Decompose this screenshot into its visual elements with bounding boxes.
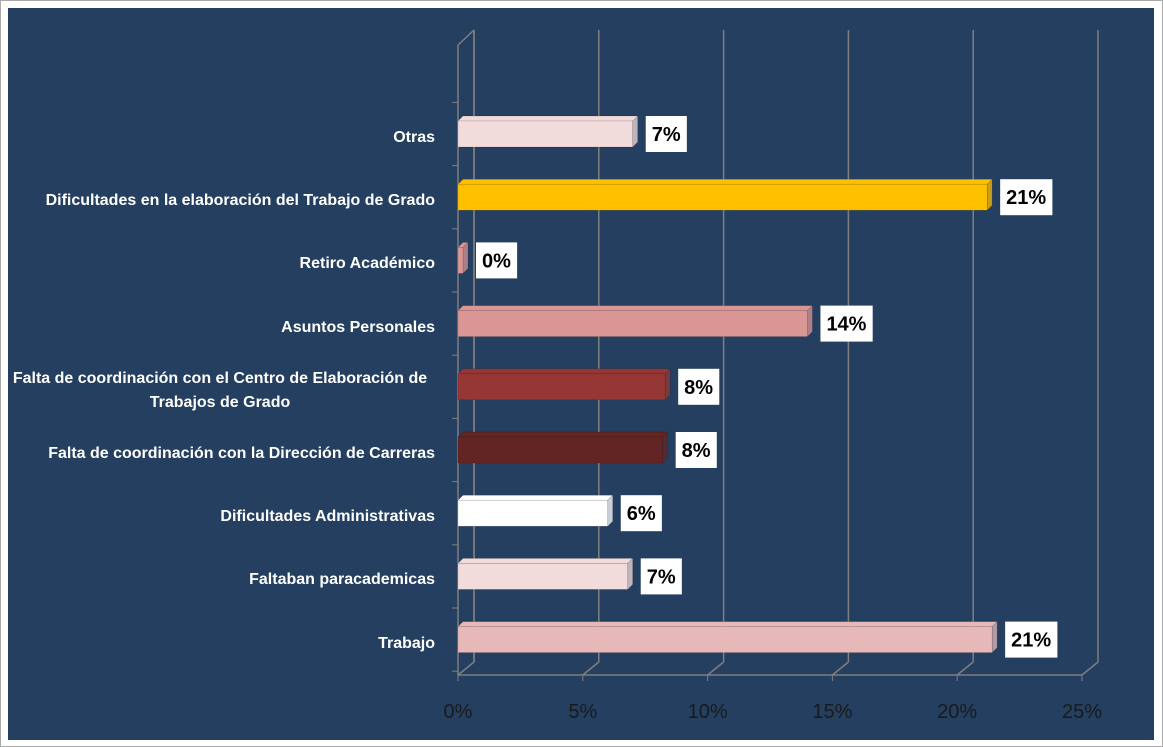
y-tick-label: Otras bbox=[5, 126, 435, 150]
grid-depth bbox=[457, 661, 475, 676]
grid-depth bbox=[956, 661, 974, 676]
y-tick-label-text: Otras bbox=[393, 129, 435, 146]
bar bbox=[457, 310, 808, 337]
data-label-box bbox=[820, 305, 873, 342]
y-tick-label-text: Faltaban paracademicas bbox=[249, 571, 435, 589]
data-label-box bbox=[1000, 179, 1053, 216]
y-tick-label: Dificultades Administrativas bbox=[5, 505, 435, 529]
y-tick-label: Falta de coordinación con la Dirección d… bbox=[5, 442, 435, 466]
bar-side bbox=[462, 241, 469, 275]
bar-top bbox=[457, 621, 998, 627]
grid-depth bbox=[707, 661, 725, 676]
y-tick-label: Dificultades en la elaboración del Traba… bbox=[5, 189, 435, 213]
bar-side bbox=[627, 557, 633, 591]
x-tick-label: 0% bbox=[444, 701, 473, 723]
data-label: 14% bbox=[826, 314, 866, 336]
y-tick-label: Faltaban paracademicas bbox=[5, 568, 435, 592]
data-label: 7% bbox=[647, 566, 676, 588]
data-label: 8% bbox=[682, 440, 711, 462]
data-label: 0% bbox=[482, 250, 511, 272]
bar-top bbox=[457, 431, 669, 438]
bar-side bbox=[607, 494, 614, 527]
bar-top bbox=[457, 494, 614, 501]
bar bbox=[457, 247, 464, 274]
bar-top bbox=[457, 115, 639, 122]
x-tick-label: 20% bbox=[937, 701, 977, 723]
x-tick-label: 5% bbox=[568, 701, 597, 723]
x-tick-label: 10% bbox=[688, 701, 728, 723]
data-label: 21% bbox=[1011, 630, 1051, 652]
y-tick-label-text: Dificultades Administrativas bbox=[220, 508, 435, 526]
bar bbox=[457, 373, 666, 401]
bar bbox=[457, 563, 628, 590]
data-label: 21% bbox=[1006, 187, 1046, 209]
bar-side bbox=[991, 620, 998, 654]
data-label: 8% bbox=[684, 377, 713, 399]
y-tick-label-text: Asuntos Personales bbox=[281, 318, 435, 336]
data-label: 6% bbox=[627, 503, 656, 525]
bar-top bbox=[457, 368, 671, 375]
x-tick-label: 15% bbox=[812, 701, 852, 723]
data-label-box bbox=[620, 495, 662, 532]
y-tick-label-text: Falta de coordinación con el Centro de E… bbox=[12, 369, 428, 411]
data-label-box bbox=[475, 242, 518, 279]
grid-depth bbox=[1081, 661, 1099, 676]
data-label-box bbox=[675, 432, 717, 468]
y-tick-label: Asuntos Personales bbox=[5, 316, 435, 340]
y-tick-label-text: Falta de coordinación con la Dirección d… bbox=[48, 445, 435, 462]
grid-depth bbox=[582, 661, 600, 676]
data-label-box bbox=[1005, 621, 1058, 658]
bar-side bbox=[632, 115, 638, 148]
x-tick-label: 25% bbox=[1062, 701, 1102, 723]
y-tick-label-text: Dificultades en la elaboración del Traba… bbox=[45, 192, 435, 210]
bar-top bbox=[457, 178, 993, 185]
bar-side bbox=[807, 304, 813, 338]
bar-side bbox=[986, 178, 993, 211]
bar bbox=[457, 120, 633, 148]
bar-side bbox=[664, 368, 671, 401]
bar bbox=[457, 626, 993, 653]
y-tick-label-text: Trabajo bbox=[378, 634, 435, 652]
bar bbox=[457, 436, 663, 464]
data-label-box bbox=[640, 558, 682, 595]
grid-depth bbox=[831, 661, 849, 676]
y-tick-label: Retiro Académico bbox=[5, 252, 435, 276]
bar bbox=[457, 499, 609, 527]
y-tick-label: Falta de coordinación con el Centro de E… bbox=[5, 367, 435, 415]
bar bbox=[457, 183, 988, 211]
y-tick-label: Trabajo bbox=[5, 632, 435, 656]
bar-top bbox=[457, 558, 634, 564]
bar-top bbox=[457, 305, 814, 311]
y-depth bbox=[457, 29, 475, 46]
bar-side bbox=[662, 431, 668, 464]
data-label: 7% bbox=[652, 124, 681, 146]
data-label-box bbox=[678, 368, 720, 405]
data-label-box bbox=[645, 116, 687, 152]
y-tick-label-text: Retiro Académico bbox=[299, 255, 435, 273]
